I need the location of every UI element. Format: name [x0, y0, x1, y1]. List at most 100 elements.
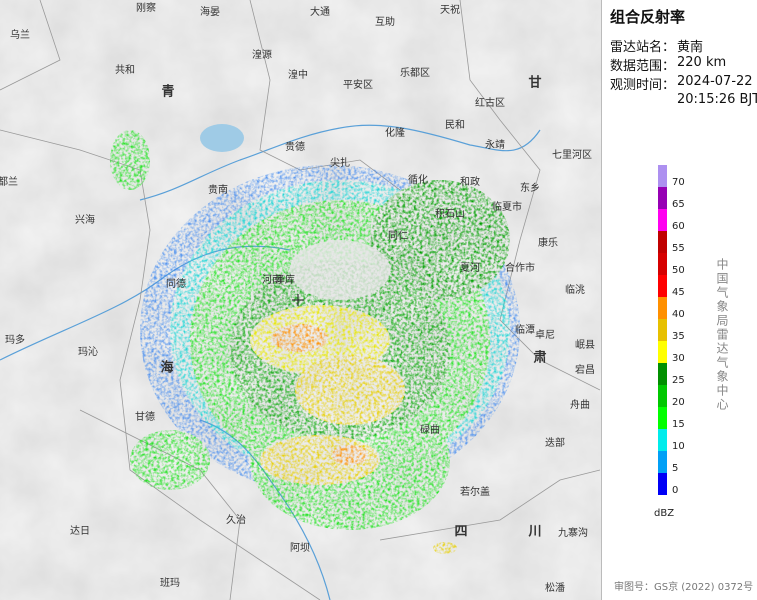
map-approval: 审图号：GS京 (2022) 0372号 — [614, 582, 754, 593]
range-label: 数据范围： — [610, 59, 676, 74]
place-label: 贵德 — [285, 140, 305, 153]
info-panel: 组合反射率 雷达站名： 黄南 数据范围： 220 km 观测时间： 2024-0… — [601, 0, 757, 600]
place-label: 东乡 — [520, 181, 540, 194]
place-label: 临潭 — [515, 323, 535, 336]
place-label: 卓尼 — [535, 329, 555, 341]
place-label: 达日 — [70, 525, 90, 537]
station: 黄南 — [677, 40, 704, 55]
place-label: 合作市 — [505, 261, 535, 274]
legend-value: 65 — [672, 199, 685, 210]
station-label: 雷达站名： — [610, 40, 676, 55]
legend-swatch — [658, 253, 667, 275]
title: 组合反射率 — [610, 8, 686, 26]
place-label: 玛多 — [5, 333, 25, 346]
date: 2024-07-22 — [677, 74, 753, 89]
legend-value: 15 — [672, 419, 685, 430]
place-label: 湟源 — [252, 48, 272, 61]
legend-swatch — [658, 297, 667, 319]
place-label: 积石山 — [435, 208, 465, 220]
legend-swatch — [658, 209, 667, 231]
legend-swatch — [658, 363, 667, 385]
place-label: 永靖 — [485, 138, 505, 151]
legend-swatch — [658, 385, 667, 407]
region-label: 青 — [161, 84, 174, 100]
place-label: 兴海 — [75, 213, 95, 226]
place-label: 乐都区 — [400, 67, 430, 79]
legend-value: 35 — [672, 331, 685, 342]
place-label: 久治 — [226, 513, 246, 526]
place-label: 海晏 — [200, 5, 220, 18]
place-label: 舟曲 — [570, 398, 590, 411]
place-label: 同仁 — [388, 230, 408, 242]
legend-value: 45 — [672, 287, 685, 298]
place-label: 湟中 — [288, 68, 308, 81]
region-label: 甘 — [528, 75, 541, 91]
place-label: 临洮 — [565, 283, 585, 296]
radar-echo — [110, 130, 520, 554]
place-label: 阿坝 — [290, 542, 310, 554]
legend-value: 10 — [672, 441, 685, 452]
place-label: 化隆 — [385, 126, 405, 139]
legend-value: 0 — [672, 485, 679, 496]
legend-value: 30 — [672, 353, 685, 364]
legend-swatch — [658, 319, 667, 341]
place-label: 岷县 — [575, 339, 595, 351]
legend-value: 55 — [672, 243, 685, 254]
place-label: 迭部 — [545, 436, 565, 449]
place-label: 平安区 — [343, 78, 373, 91]
legend-swatch — [658, 165, 667, 187]
lake — [200, 124, 244, 152]
range: 220 km — [677, 55, 727, 70]
legend-value: 20 — [672, 397, 685, 408]
place-label: 夏河 — [460, 262, 480, 274]
place-label: 若尔盖 — [460, 485, 490, 498]
place-label: 贵南 — [208, 183, 228, 196]
legend-swatch — [658, 473, 667, 495]
time-label: 观测时间： — [610, 78, 676, 93]
place-label: 临夏市 — [492, 200, 522, 213]
place-label: 都兰 — [0, 175, 18, 188]
legend-value: 60 — [672, 221, 685, 232]
legend-swatch — [658, 231, 667, 253]
place-label: 天祝 — [440, 3, 460, 16]
legend-swatch — [658, 341, 667, 363]
place-label: 乌兰 — [10, 28, 30, 41]
place-label: 河南 — [262, 273, 282, 286]
region-label: 四 — [454, 525, 467, 540]
region-label: 川 — [527, 525, 541, 540]
place-label: 循化 — [408, 173, 428, 186]
place-label: 和政 — [460, 175, 480, 188]
legend-value: 70 — [672, 177, 685, 188]
legend-swatch — [658, 275, 667, 297]
place-label: 共和 — [115, 64, 135, 76]
legend-swatch — [658, 429, 667, 451]
place-label: 民和 — [445, 119, 465, 131]
place-label: 甘德 — [135, 410, 155, 423]
station-marker — [292, 294, 304, 306]
legend-value: 25 — [672, 375, 685, 386]
region-label: 肃 — [533, 350, 546, 366]
place-label: 玛沁 — [78, 346, 98, 358]
place-label: 大通 — [310, 5, 330, 18]
place-label: 七里河区 — [552, 149, 592, 161]
time: 20:15:26 BJT — [677, 92, 757, 107]
place-label: 班玛 — [160, 577, 180, 589]
place-label: 九寨沟 — [558, 526, 588, 539]
legend-value: 40 — [672, 309, 685, 320]
legend-value: 50 — [672, 265, 685, 276]
legend-swatch — [658, 407, 667, 429]
place-label: 刚察 — [136, 1, 156, 14]
legend-unit: dBZ — [654, 508, 675, 519]
place-label: 同德 — [166, 277, 186, 290]
place-label: 泽库 — [275, 273, 295, 286]
place-label: 松潘 — [545, 581, 565, 594]
place-label: 互助 — [375, 15, 395, 28]
place-label: 红古区 — [475, 96, 505, 109]
region-label: 海 — [160, 360, 173, 376]
place-label: 康乐 — [538, 236, 558, 249]
place-label: 尖扎 — [330, 156, 350, 169]
legend-swatch — [658, 187, 667, 209]
